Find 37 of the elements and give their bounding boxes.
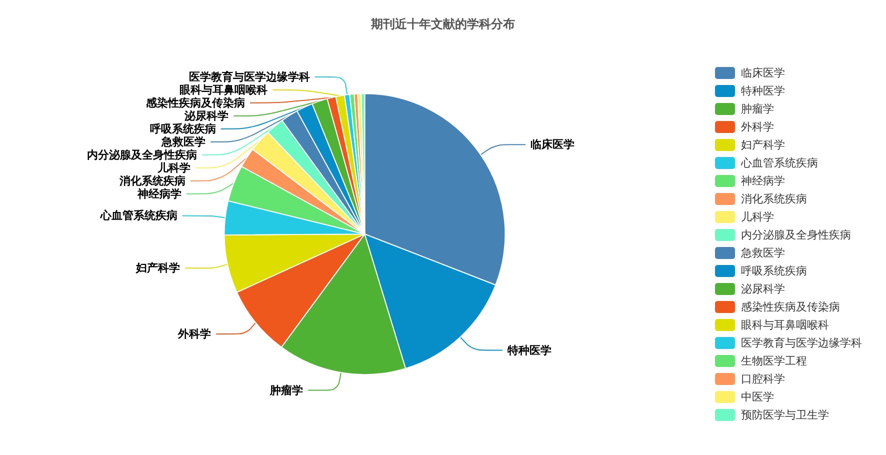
legend-label: 急救医学 — [740, 246, 785, 260]
legend-label: 中医学 — [741, 390, 774, 404]
legend-label: 消化系统疾病 — [741, 192, 807, 206]
slice-label: 感染性疾病及传染病 — [144, 96, 245, 110]
legend-label: 儿科学 — [741, 210, 774, 224]
legend-label: 呼吸系统疾病 — [741, 264, 807, 278]
legend-label: 妇产科学 — [741, 138, 785, 152]
slice-label: 神经病学 — [136, 187, 182, 200]
slice-label: 消化系统疾病 — [118, 174, 186, 188]
legend-label: 医学教育与医学边缘学科 — [741, 336, 862, 350]
slice-label: 外科学 — [177, 327, 212, 340]
legend-label: 泌尿科学 — [741, 282, 785, 296]
slice-label: 特种医学 — [506, 344, 552, 357]
slice-label: 心血管系统疾病 — [99, 209, 178, 222]
legend-label: 特种医学 — [741, 84, 785, 98]
slice-label: 医学教育与医学边缘学科 — [188, 70, 310, 84]
slice-label: 眼科与耳鼻咽喉科 — [180, 83, 268, 96]
legend-label: 口腔科学 — [741, 372, 785, 386]
legend-label: 外科学 — [741, 120, 774, 134]
legend-label: 预防医学与卫生学 — [741, 408, 829, 422]
slice-label: 临床医学 — [530, 138, 574, 152]
legend-label: 感染性疾病及传染病 — [741, 300, 840, 314]
chart-title: 期刊近十年文献的学科分布 — [370, 17, 515, 31]
slice-label: 泌尿科学 — [184, 109, 229, 122]
slice-label: 肿瘤学 — [268, 384, 303, 397]
legend-label: 神经病学 — [741, 174, 785, 188]
slice-label: 急救医学 — [160, 135, 206, 148]
legend-label: 临床医学 — [741, 66, 785, 80]
slice-label: 内分泌腺及全身性疾病 — [87, 148, 198, 162]
legend-label: 生物医学工程 — [741, 354, 807, 368]
legend-label: 眼科与耳鼻咽喉科 — [741, 318, 829, 332]
legend-label: 肿瘤学 — [741, 102, 774, 116]
legend-label: 内分泌腺及全身性疾病 — [741, 228, 851, 242]
legend-label: 心血管系统疾病 — [740, 156, 818, 170]
slice-label: 儿科学 — [156, 161, 191, 174]
slice-label: 妇产科学 — [134, 262, 180, 275]
slice-label: 呼吸系统疾病 — [150, 122, 216, 136]
